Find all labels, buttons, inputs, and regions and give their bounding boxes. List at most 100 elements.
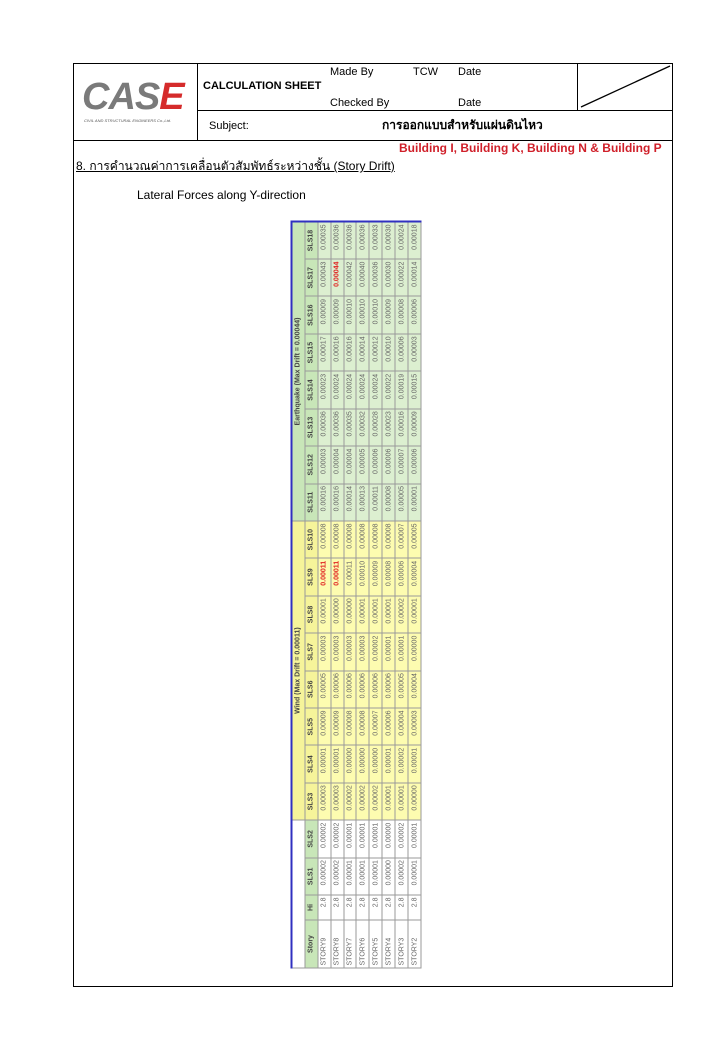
table-cell: 0.00008	[317, 520, 331, 558]
wind-group-header: Wind (Max Drift = 0.00011)	[291, 520, 305, 820]
table-cell: 0.00000	[343, 595, 357, 633]
table-cell: 0.00008	[343, 707, 357, 745]
column-header: SLS17	[304, 258, 318, 296]
divider	[197, 63, 198, 140]
table-cell: 0.00036	[343, 221, 357, 259]
column-header: SLS16	[304, 296, 318, 334]
table-cell: 2.8	[330, 894, 344, 920]
column-header: SLS14	[304, 370, 318, 409]
table-cell: 2.8	[408, 894, 421, 920]
blank-cell	[291, 819, 305, 968]
table-cell: 0.00005	[317, 670, 331, 708]
divider	[73, 140, 672, 141]
table-cell: 0.00040	[356, 258, 370, 296]
date-label: Date	[458, 97, 482, 109]
table-cell: 0.00007	[369, 707, 383, 745]
column-header: SLS9	[304, 557, 318, 596]
table-cell: STORY4	[382, 919, 396, 968]
table-cell: STORY3	[395, 919, 409, 968]
table-cell: 0.00006	[369, 445, 383, 484]
table-cell: 0.00001	[408, 857, 421, 895]
date-label: Date	[458, 66, 482, 78]
table-cell: 0.00036	[356, 221, 370, 259]
table-cell: 0.00007	[395, 445, 409, 484]
table-cell: 0.00002	[343, 782, 357, 820]
subtitle: Lateral Forces along Y-direction	[137, 188, 306, 202]
table-row: STORY6 2.8 0.00001 0.00001 0.00002 0.00000 0.0…	[356, 221, 370, 968]
table-cell: 0.00016	[330, 333, 344, 371]
table-cell: 0.00001	[369, 595, 383, 633]
table-cell: STORY7	[343, 919, 357, 968]
table-cell: 0.00006	[382, 707, 396, 745]
table-cell: 0.00003	[356, 632, 370, 671]
table-cell: 0.00012	[369, 333, 383, 371]
column-header: SLS12	[304, 445, 318, 484]
table-cell: 0.00002	[369, 782, 383, 820]
table-cell: 0.00003	[408, 707, 421, 745]
subject-value: การออกแบบสำหรับแผ่นดินไหว	[382, 118, 543, 132]
table-cell: 0.00011	[330, 557, 344, 596]
table-cell: 0.00030	[382, 258, 396, 296]
table-cell: 0.00008	[369, 520, 383, 558]
table-cell: 0.00014	[408, 258, 421, 296]
table-cell: 0.00005	[395, 670, 409, 708]
table-cell: 0.00002	[356, 782, 370, 820]
table-cell: 0.00007	[395, 520, 409, 558]
table-cell: 0.00001	[408, 595, 421, 633]
table-row: STORY3 2.8 0.00002 0.00002 0.00001 0.00002 0.0…	[395, 221, 409, 968]
table-cell: 0.00009	[317, 707, 331, 745]
column-header: SLS5	[304, 707, 318, 745]
table-cell: 0.00006	[382, 670, 396, 708]
table-cell: 0.00001	[369, 857, 383, 895]
table-cell: 0.00011	[343, 557, 357, 596]
table-cell: 0.00003	[317, 782, 331, 820]
table-cell: 0.00008	[356, 707, 370, 745]
table-cell: 0.00010	[343, 296, 357, 334]
table-row: STORY4 2.8 0.00000 0.00000 0.00001 0.00001 0.0…	[382, 221, 396, 968]
table-cell: 0.00009	[408, 408, 421, 446]
table-cell: 0.00016	[395, 408, 409, 446]
column-header: SLS4	[304, 744, 318, 783]
table-cell: 0.00001	[408, 483, 421, 521]
table-cell: 0.00006	[395, 557, 409, 596]
divider	[197, 110, 672, 111]
page-frame	[73, 63, 673, 987]
company-logo: CASE	[82, 76, 185, 118]
table-cell: 0.00009	[317, 296, 331, 334]
table-cell: 0.00022	[382, 370, 396, 409]
table-cell: 0.00008	[395, 296, 409, 334]
table-cell: 0.00008	[382, 557, 396, 596]
sheet-title: CALCULATION SHEET	[203, 80, 322, 92]
diagonal-mark	[580, 65, 671, 108]
table-cell: 0.00001	[317, 744, 331, 783]
table-cell: 0.00010	[382, 333, 396, 371]
table-cell: 0.00008	[382, 483, 396, 521]
table-cell: 0.00002	[317, 819, 331, 858]
table-cell: 0.00017	[317, 333, 331, 371]
column-header: SLS2	[304, 819, 318, 858]
table-cell: 0.00024	[395, 221, 409, 259]
table-cell: 2.8	[369, 894, 383, 920]
table-cell: 0.00032	[356, 408, 370, 446]
table-cell: 0.00006	[356, 670, 370, 708]
table-row: STORY8 2.8 0.00002 0.00002 0.00003 0.00001 0.0…	[330, 221, 344, 968]
table-cell: 0.00014	[343, 483, 357, 521]
column-header: Hi	[304, 894, 318, 920]
table-cell: 0.00023	[317, 370, 331, 409]
table-cell: 0.00010	[356, 557, 370, 596]
building-list: Building I, Building K, Building N & Bui…	[399, 141, 662, 155]
table-cell: 0.00028	[369, 408, 383, 446]
column-header: SLS8	[304, 595, 318, 633]
table-cell: 0.00013	[356, 483, 370, 521]
table-row: STORY2 2.8 0.00001 0.00001 0.00000 0.00001 0.0…	[408, 221, 421, 968]
table-cell: 0.00000	[369, 744, 383, 783]
table-cell: 0.00024	[330, 370, 344, 409]
table-cell: STORY5	[369, 919, 383, 968]
table-cell: 0.00001	[395, 782, 409, 820]
table-cell: 2.8	[395, 894, 409, 920]
table-cell: 0.00002	[395, 744, 409, 783]
divider	[577, 63, 578, 110]
table-cell: 0.00001	[356, 819, 370, 858]
table-cell: 0.00001	[343, 819, 357, 858]
table-cell: 0.00042	[343, 258, 357, 296]
